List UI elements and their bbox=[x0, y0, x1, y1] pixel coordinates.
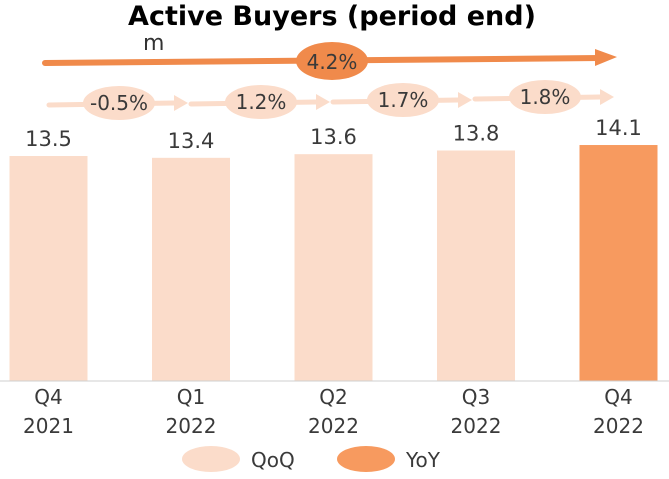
bar-2 bbox=[294, 154, 373, 381]
yoy-arrow-group: 4.2% bbox=[42, 42, 617, 80]
bar-3 bbox=[437, 150, 515, 381]
bar-0 bbox=[9, 156, 88, 381]
chart-title: Active Buyers (period end) bbox=[128, 1, 536, 32]
x-tick-label-line2: 2021 bbox=[23, 414, 74, 438]
qoq-bubble bbox=[509, 80, 581, 114]
x-tick-label-line1: Q1 bbox=[177, 385, 205, 409]
x-tick-label-line2: 2022 bbox=[166, 414, 217, 438]
x-tick-label-line2: 2022 bbox=[308, 414, 359, 438]
x-tick-label-line1: Q2 bbox=[319, 385, 347, 409]
x-tick-label-line1: Q3 bbox=[462, 385, 490, 409]
x-tick-label-line2: 2022 bbox=[451, 414, 502, 438]
bar-4 bbox=[579, 145, 658, 381]
legend-qoq-swatch bbox=[182, 446, 240, 472]
qoq-arrow-head bbox=[458, 92, 472, 108]
bar-value-label: 13.5 bbox=[25, 127, 72, 151]
legend-yoy-label: YoY bbox=[405, 448, 441, 472]
qoq-label: 1.7% bbox=[378, 88, 429, 112]
qoq-label: 1.2% bbox=[236, 90, 287, 114]
qoq-bubble bbox=[83, 86, 155, 120]
bar-value-label: 14.1 bbox=[595, 116, 642, 140]
yoy-arrow-head bbox=[595, 49, 617, 66]
x-tick-label-line1: Q4 bbox=[34, 385, 62, 409]
yoy-bubble bbox=[296, 42, 368, 80]
qoq-bubble bbox=[225, 85, 297, 119]
x-tick-label-line2: 2022 bbox=[593, 414, 644, 438]
legend-qoq-label: QoQ bbox=[251, 448, 295, 472]
qoq-arrow-head bbox=[600, 89, 614, 105]
qoq-label: -0.5% bbox=[90, 91, 148, 115]
chart-unit: m bbox=[143, 31, 164, 56]
legend: QoQ YoY bbox=[182, 446, 441, 472]
legend-yoy-swatch bbox=[337, 446, 395, 472]
bar-value-label: 13.4 bbox=[168, 129, 215, 153]
qoq-arrow-head bbox=[174, 95, 188, 111]
qoq-arrow-head bbox=[316, 94, 330, 110]
bar-value-label: 13.8 bbox=[453, 122, 500, 146]
bar-value-label: 13.6 bbox=[310, 125, 357, 149]
yoy-label: 4.2% bbox=[307, 50, 358, 74]
qoq-label: 1.8% bbox=[520, 85, 571, 109]
bar-1 bbox=[152, 157, 230, 381]
qoq-bubble bbox=[367, 83, 439, 117]
x-tick-label-line1: Q4 bbox=[604, 385, 632, 409]
